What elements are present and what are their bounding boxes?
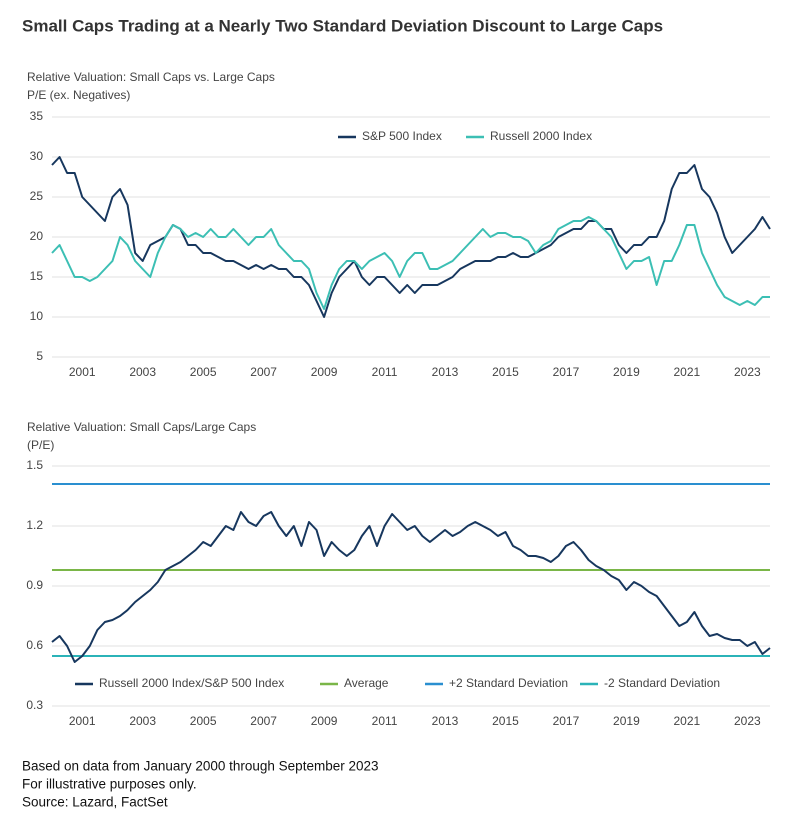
legend-label: +2 Standard Deviation (449, 676, 568, 690)
y-tick-label: 0.9 (26, 578, 43, 592)
x-tick-label: 2007 (250, 365, 277, 379)
x-tick-label: 2015 (492, 365, 519, 379)
y-tick-label: 30 (30, 149, 44, 163)
x-tick-label: 2011 (372, 365, 398, 379)
y-tick-label: 15 (30, 269, 44, 283)
x-tick-label: 2011 (372, 714, 398, 728)
chart-title: Relative Valuation: Small Caps vs. Large… (27, 70, 275, 84)
legend-label: -2 Standard Deviation (604, 676, 720, 690)
x-tick-label: 2015 (492, 714, 519, 728)
footnote: Based on data from January 2000 through … (22, 759, 379, 774)
y-tick-label: 1.2 (26, 518, 43, 532)
x-tick-label: 2019 (613, 365, 640, 379)
x-tick-label: 2013 (432, 714, 459, 728)
y-tick-label: 35 (30, 109, 44, 123)
y-axis-label: (P/E) (27, 438, 54, 452)
x-tick-label: 2013 (432, 365, 459, 379)
legend-label: Russell 2000 Index/S&P 500 Index (99, 676, 284, 690)
series-line (51, 216, 770, 310)
legend-label: Russell 2000 Index (490, 129, 592, 143)
y-tick-label: 0.3 (26, 698, 43, 712)
x-tick-label: 2017 (553, 365, 580, 379)
x-tick-label: 2009 (311, 365, 338, 379)
x-tick-label: 2023 (734, 365, 761, 379)
y-tick-label: 10 (30, 309, 44, 323)
x-tick-label: 2023 (734, 714, 761, 728)
x-tick-label: 2021 (674, 714, 701, 728)
footnote: Source: Lazard, FactSet (22, 795, 168, 810)
legend-label: Average (344, 676, 389, 690)
x-tick-label: 2017 (553, 714, 580, 728)
series-line (51, 511, 771, 663)
x-tick-label: 2005 (190, 714, 217, 728)
y-tick-label: 1.5 (26, 458, 43, 472)
x-tick-label: 2003 (129, 365, 156, 379)
x-tick-label: 2001 (69, 714, 96, 728)
y-tick-label: 0.6 (26, 638, 43, 652)
page-title: Small Caps Trading at a Nearly Two Stand… (22, 16, 663, 35)
legend-label: S&P 500 Index (362, 129, 442, 143)
y-tick-label: 5 (36, 349, 43, 363)
x-tick-label: 2003 (129, 714, 156, 728)
x-tick-label: 2007 (250, 714, 277, 728)
footnote: For illustrative purposes only. (22, 777, 197, 792)
x-tick-label: 2019 (613, 714, 640, 728)
x-tick-label: 2009 (311, 714, 338, 728)
x-tick-label: 2005 (190, 365, 217, 379)
x-tick-label: 2001 (69, 365, 96, 379)
y-tick-label: 25 (30, 189, 44, 203)
y-axis-label: P/E (ex. Negatives) (27, 88, 130, 102)
x-tick-label: 2021 (674, 365, 701, 379)
chart-title: Relative Valuation: Small Caps/Large Cap… (27, 420, 256, 434)
y-tick-label: 20 (30, 229, 44, 243)
